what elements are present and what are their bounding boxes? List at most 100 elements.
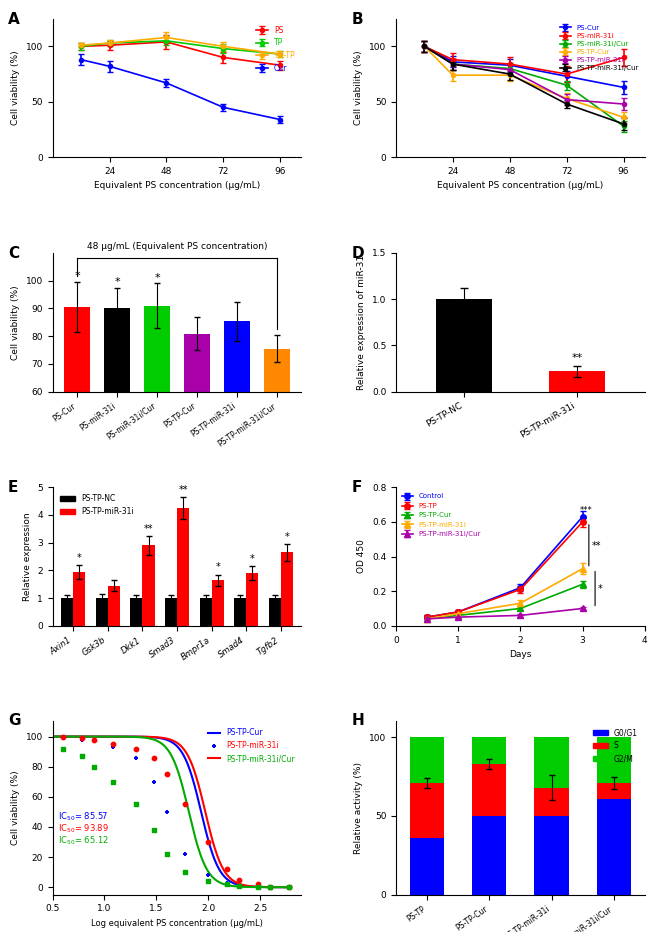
Text: F: F [351,480,362,495]
Bar [108,585,120,625]
Text: *: * [250,554,255,564]
Bar [165,598,177,625]
Point [161,846,172,861]
Bar [143,545,155,625]
Point [203,834,213,849]
Bar [184,334,210,557]
Point [107,736,118,751]
Bar [96,598,108,625]
Y-axis label: OD 450: OD 450 [357,540,367,573]
Point [265,880,276,895]
Text: *: * [215,562,220,572]
Text: D: D [351,246,364,261]
Legend: G0/G1, S, G2/M: G0/G1, S, G2/M [590,725,641,766]
Bar [144,306,170,557]
Legend: PS-TP-Cur, PS-TP-miR-31i, PS-TP-miR-31i/Cur: PS-TP-Cur, PS-TP-miR-31i, PS-TP-miR-31i/… [205,725,297,766]
Text: *: * [77,553,82,563]
Point [89,733,99,747]
X-axis label: Log equivalent PS concentration (μg/mL): Log equivalent PS concentration (μg/mL) [91,919,263,928]
Text: ***: *** [580,506,592,514]
Text: A: A [8,12,20,27]
Y-axis label: Cell viability (%): Cell viability (%) [11,50,20,125]
Point [161,804,172,819]
Point [203,868,213,883]
Point [253,880,263,895]
Text: **: ** [571,353,582,363]
Point [58,741,68,756]
Point [284,880,294,895]
Bar [212,580,224,625]
Bar [597,737,631,783]
Point [253,878,263,893]
Y-axis label: Relative expression of miR-31: Relative expression of miR-31 [357,254,367,390]
Point [89,760,99,774]
Point [161,767,172,782]
X-axis label: Equivalent PS concentration (μg/mL): Equivalent PS concentration (μg/mL) [438,182,603,190]
Point [234,878,245,893]
Bar [597,799,631,895]
Text: E: E [8,480,18,495]
Bar [246,573,259,625]
Point [222,875,232,890]
Bar [234,598,246,625]
Bar [130,598,143,625]
Point [265,880,276,895]
Legend: PS-TP-NC, PS-TP-miR-31i: PS-TP-NC, PS-TP-miR-31i [57,491,137,519]
Text: *: * [284,532,289,541]
Bar [410,838,444,895]
Text: **: ** [144,524,153,533]
Text: H: H [351,713,364,728]
Text: C: C [8,246,19,261]
Point [284,880,294,895]
Bar [61,598,74,625]
Point [107,740,118,755]
Bar [64,307,90,557]
Point [76,748,87,763]
Bar [534,788,569,816]
Bar [549,371,605,391]
Point [203,873,213,888]
Point [76,733,87,747]
Text: *: * [598,583,603,594]
Text: G: G [8,713,20,728]
Text: B: B [351,12,363,27]
Point [58,729,68,744]
Y-axis label: Cell viability (%): Cell viability (%) [355,50,363,125]
Bar [268,598,281,625]
Legend: PS, TP, PS-TP, Cur: PS, TP, PS-TP, Cur [253,22,297,76]
Bar [410,783,444,838]
Text: IC$_{50}$= 85.57: IC$_{50}$= 85.57 [58,811,109,823]
Y-axis label: Relative activity (%): Relative activity (%) [355,762,363,854]
Point [253,877,263,892]
Point [149,750,159,765]
Title: 48 μg/mL (Equivalent PS concentration): 48 μg/mL (Equivalent PS concentration) [87,241,267,251]
Bar [472,737,507,764]
X-axis label: Days: Days [509,650,532,659]
X-axis label: Equivalent PS concentration (μg/mL): Equivalent PS concentration (μg/mL) [94,182,260,190]
Text: IC$_{50}$= 65.12: IC$_{50}$= 65.12 [58,834,109,847]
Bar [410,737,444,783]
Point [130,750,141,765]
Bar [472,764,507,816]
Text: **: ** [592,541,601,551]
Bar [177,508,189,625]
Point [265,880,276,895]
Legend: PS-Cur, PS-miR-31i, PS-miR-31i/Cur, PS-TP-Cur, PS-TP-miR-31i, PS-TP-miR-31i/Cur: PS-Cur, PS-miR-31i, PS-miR-31i/Cur, PS-T… [557,22,642,74]
Bar [597,783,631,799]
Point [130,797,141,812]
Point [180,865,191,880]
Point [130,741,141,756]
Point [234,872,245,887]
Bar [104,308,130,557]
Point [180,797,191,812]
Point [89,733,99,748]
Text: **: ** [178,485,188,495]
Y-axis label: Cell viability (%): Cell viability (%) [11,771,20,845]
Text: *: * [114,278,120,287]
Text: *: * [154,273,160,282]
Bar [534,816,569,895]
Bar [436,299,492,391]
Text: *: * [74,271,80,281]
Bar [224,322,250,557]
Point [284,880,294,895]
